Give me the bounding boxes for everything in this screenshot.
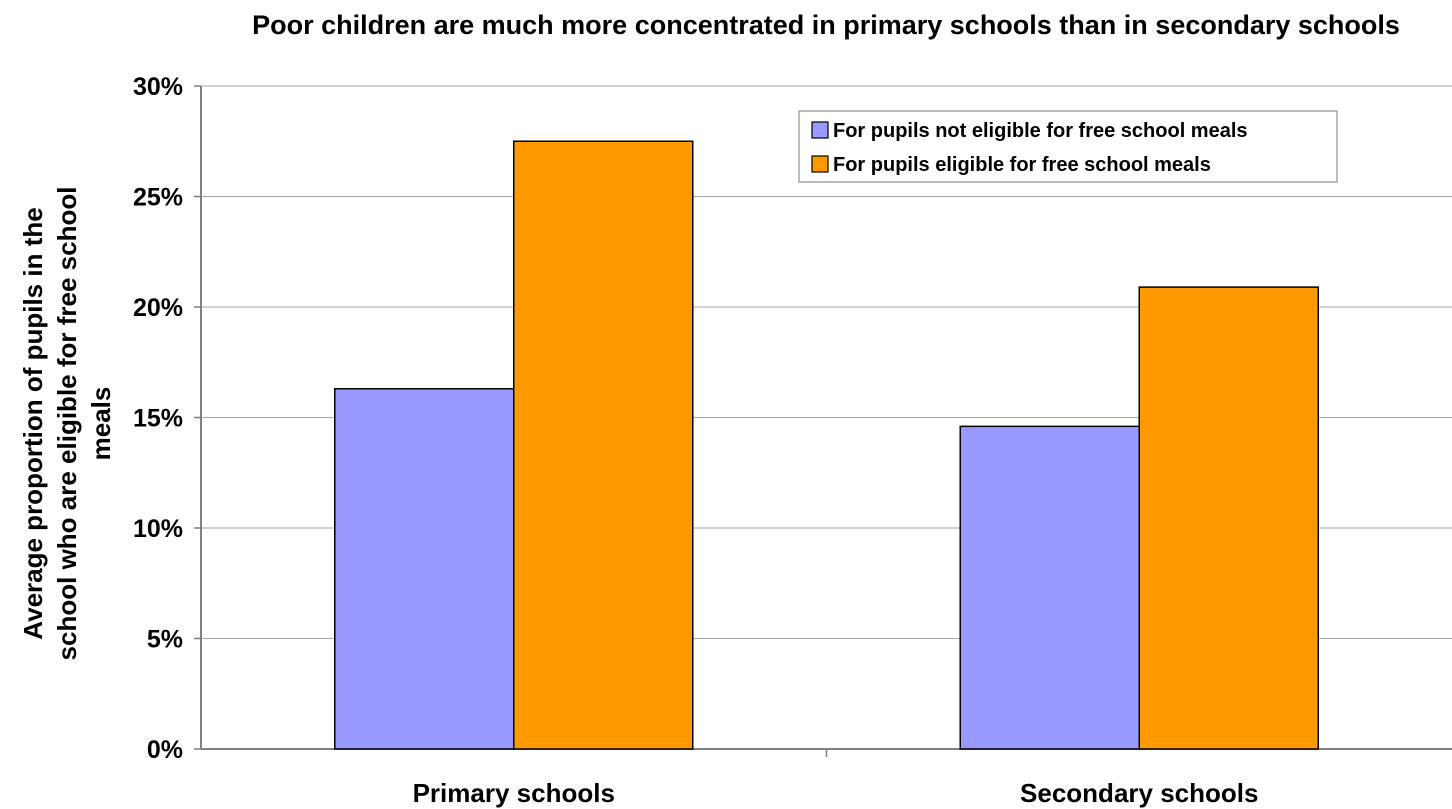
bar: [334, 388, 515, 750]
x-tick-label: Primary schools: [413, 778, 615, 808]
y-tick-label: 15%: [133, 405, 183, 433]
legend-label: For pupils eligible for free school meal…: [833, 154, 1211, 176]
bar: [1138, 286, 1319, 750]
legend: For pupils not eligible for free school …: [798, 110, 1338, 183]
chart-title: Poor children are much more concentrated…: [252, 10, 1400, 40]
legend-swatch: [811, 155, 829, 173]
legend-box: [798, 110, 1338, 183]
x-tick-label: Secondary schools: [1020, 778, 1258, 808]
legend-swatch: [811, 121, 829, 139]
bars: [334, 140, 1319, 750]
y-tick-label: 5%: [147, 626, 183, 654]
axis-labels: 0% 5% 10% 15% 20% 25% 30% Primary schools Second…: [18, 73, 1258, 808]
bar: [513, 140, 694, 750]
legend-label: For pupils not eligible for free school …: [833, 120, 1248, 142]
y-tick-label: 0%: [147, 736, 183, 764]
y-tick-label: 10%: [133, 515, 183, 543]
y-axis-title: Average proportion of pupils in the schoo…: [18, 187, 116, 661]
bar: [959, 425, 1140, 750]
y-tick-label: 25%: [133, 184, 183, 212]
y-tick-label: 30%: [133, 73, 183, 101]
y-tick-label: 20%: [133, 294, 183, 322]
